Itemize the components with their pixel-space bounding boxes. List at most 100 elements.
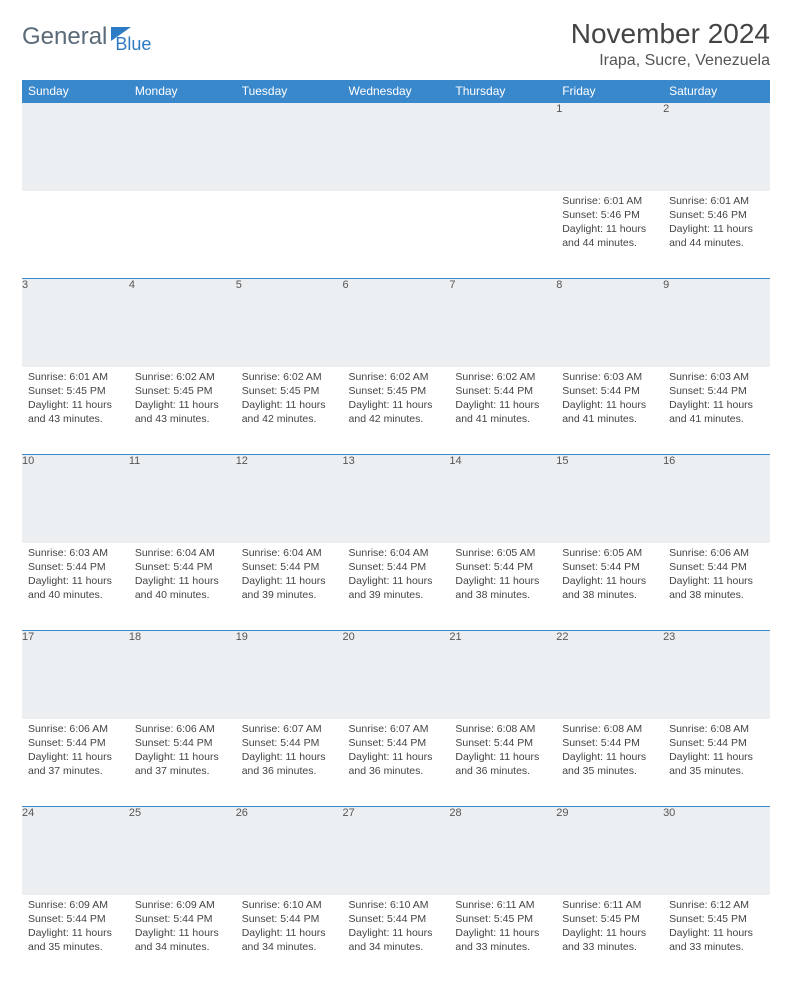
day-details: Sunrise: 6:03 AMSunset: 5:44 PMDaylight:… (556, 367, 663, 433)
sunset-text: Sunset: 5:44 PM (562, 384, 657, 398)
day-details: Sunrise: 6:02 AMSunset: 5:45 PMDaylight:… (236, 367, 343, 433)
sunrise-text: Sunrise: 6:08 AM (562, 722, 657, 736)
daylight-text: Daylight: 11 hours and 34 minutes. (242, 926, 337, 954)
day-number-cell: 9 (663, 279, 770, 367)
day-number-cell: 16 (663, 455, 770, 543)
daylight-text: Daylight: 11 hours and 44 minutes. (669, 222, 764, 250)
day-cell (129, 191, 236, 279)
daylight-text: Daylight: 11 hours and 35 minutes. (28, 926, 123, 954)
sunset-text: Sunset: 5:44 PM (28, 912, 123, 926)
day-details: Sunrise: 6:11 AMSunset: 5:45 PMDaylight:… (449, 895, 556, 961)
day-cell: Sunrise: 6:09 AMSunset: 5:44 PMDaylight:… (22, 895, 129, 983)
day-details: Sunrise: 6:09 AMSunset: 5:44 PMDaylight:… (129, 895, 236, 961)
day-number-cell: 5 (236, 279, 343, 367)
daylight-text: Daylight: 11 hours and 36 minutes. (242, 750, 337, 778)
sunset-text: Sunset: 5:44 PM (242, 912, 337, 926)
day-body-row: Sunrise: 6:01 AMSunset: 5:46 PMDaylight:… (22, 191, 770, 279)
daylight-text: Daylight: 11 hours and 41 minutes. (455, 398, 550, 426)
weekday-header: Saturday (663, 80, 770, 103)
day-details: Sunrise: 6:04 AMSunset: 5:44 PMDaylight:… (236, 543, 343, 609)
day-number-cell: 18 (129, 631, 236, 719)
daylight-text: Daylight: 11 hours and 33 minutes. (455, 926, 550, 954)
sunrise-text: Sunrise: 6:09 AM (135, 898, 230, 912)
daylight-text: Daylight: 11 hours and 37 minutes. (28, 750, 123, 778)
daylight-text: Daylight: 11 hours and 36 minutes. (455, 750, 550, 778)
sunrise-text: Sunrise: 6:11 AM (455, 898, 550, 912)
sunset-text: Sunset: 5:44 PM (135, 736, 230, 750)
daylight-text: Daylight: 11 hours and 38 minutes. (669, 574, 764, 602)
day-details: Sunrise: 6:08 AMSunset: 5:44 PMDaylight:… (449, 719, 556, 785)
sunrise-text: Sunrise: 6:09 AM (28, 898, 123, 912)
sunset-text: Sunset: 5:45 PM (669, 912, 764, 926)
day-number-cell: 3 (22, 279, 129, 367)
title-block: November 2024 Irapa, Sucre, Venezuela (571, 18, 770, 70)
sunset-text: Sunset: 5:44 PM (349, 912, 444, 926)
day-number-cell: 23 (663, 631, 770, 719)
day-cell: Sunrise: 6:04 AMSunset: 5:44 PMDaylight:… (129, 543, 236, 631)
day-cell (449, 191, 556, 279)
day-cell: Sunrise: 6:04 AMSunset: 5:44 PMDaylight:… (236, 543, 343, 631)
day-number-cell: 24 (22, 807, 129, 895)
day-cell: Sunrise: 6:11 AMSunset: 5:45 PMDaylight:… (556, 895, 663, 983)
day-details: Sunrise: 6:04 AMSunset: 5:44 PMDaylight:… (129, 543, 236, 609)
day-body-row: Sunrise: 6:01 AMSunset: 5:45 PMDaylight:… (22, 367, 770, 455)
day-cell: Sunrise: 6:10 AMSunset: 5:44 PMDaylight:… (343, 895, 450, 983)
daylight-text: Daylight: 11 hours and 43 minutes. (135, 398, 230, 426)
sunrise-text: Sunrise: 6:11 AM (562, 898, 657, 912)
sunrise-text: Sunrise: 6:02 AM (455, 370, 550, 384)
sunset-text: Sunset: 5:45 PM (28, 384, 123, 398)
weekday-header-row: Sunday Monday Tuesday Wednesday Thursday… (22, 80, 770, 103)
day-body-row: Sunrise: 6:06 AMSunset: 5:44 PMDaylight:… (22, 719, 770, 807)
sunrise-text: Sunrise: 6:04 AM (242, 546, 337, 560)
day-number-cell: 25 (129, 807, 236, 895)
weekday-header: Monday (129, 80, 236, 103)
page-header: General Blue November 2024 Irapa, Sucre,… (22, 18, 770, 70)
day-details: Sunrise: 6:06 AMSunset: 5:44 PMDaylight:… (129, 719, 236, 785)
sunset-text: Sunset: 5:46 PM (562, 208, 657, 222)
day-cell: Sunrise: 6:05 AMSunset: 5:44 PMDaylight:… (449, 543, 556, 631)
sunrise-text: Sunrise: 6:01 AM (669, 194, 764, 208)
sunset-text: Sunset: 5:45 PM (135, 384, 230, 398)
sunrise-text: Sunrise: 6:03 AM (669, 370, 764, 384)
day-body-row: Sunrise: 6:03 AMSunset: 5:44 PMDaylight:… (22, 543, 770, 631)
sunrise-text: Sunrise: 6:07 AM (349, 722, 444, 736)
day-details: Sunrise: 6:11 AMSunset: 5:45 PMDaylight:… (556, 895, 663, 961)
sunrise-text: Sunrise: 6:10 AM (242, 898, 337, 912)
location-label: Irapa, Sucre, Venezuela (571, 52, 770, 70)
daylight-text: Daylight: 11 hours and 34 minutes. (349, 926, 444, 954)
daylight-text: Daylight: 11 hours and 42 minutes. (242, 398, 337, 426)
day-cell: Sunrise: 6:01 AMSunset: 5:45 PMDaylight:… (22, 367, 129, 455)
day-details: Sunrise: 6:02 AMSunset: 5:45 PMDaylight:… (129, 367, 236, 433)
sunset-text: Sunset: 5:44 PM (669, 560, 764, 574)
day-number-cell: 19 (236, 631, 343, 719)
day-number-row: 17181920212223 (22, 631, 770, 719)
day-cell: Sunrise: 6:02 AMSunset: 5:45 PMDaylight:… (129, 367, 236, 455)
day-cell (343, 191, 450, 279)
day-details: Sunrise: 6:01 AMSunset: 5:45 PMDaylight:… (22, 367, 129, 433)
day-number-cell: 30 (663, 807, 770, 895)
sunrise-text: Sunrise: 6:01 AM (562, 194, 657, 208)
daylight-text: Daylight: 11 hours and 39 minutes. (349, 574, 444, 602)
day-number-cell: 2 (663, 103, 770, 191)
daylight-text: Daylight: 11 hours and 35 minutes. (562, 750, 657, 778)
sunrise-text: Sunrise: 6:05 AM (562, 546, 657, 560)
day-number-row: 3456789 (22, 279, 770, 367)
day-details: Sunrise: 6:07 AMSunset: 5:44 PMDaylight:… (343, 719, 450, 785)
weekday-header: Tuesday (236, 80, 343, 103)
sunset-text: Sunset: 5:44 PM (669, 384, 764, 398)
day-details: Sunrise: 6:01 AMSunset: 5:46 PMDaylight:… (556, 191, 663, 257)
day-details: Sunrise: 6:08 AMSunset: 5:44 PMDaylight:… (556, 719, 663, 785)
day-cell: Sunrise: 6:06 AMSunset: 5:44 PMDaylight:… (129, 719, 236, 807)
brand-logo: General Blue (22, 18, 151, 55)
day-number-cell: 4 (129, 279, 236, 367)
daylight-text: Daylight: 11 hours and 43 minutes. (28, 398, 123, 426)
day-cell: Sunrise: 6:02 AMSunset: 5:45 PMDaylight:… (236, 367, 343, 455)
day-details: Sunrise: 6:06 AMSunset: 5:44 PMDaylight:… (22, 719, 129, 785)
day-cell: Sunrise: 6:03 AMSunset: 5:44 PMDaylight:… (22, 543, 129, 631)
sunrise-text: Sunrise: 6:08 AM (669, 722, 764, 736)
brand-part1: General (22, 23, 107, 51)
sunset-text: Sunset: 5:44 PM (28, 560, 123, 574)
day-cell: Sunrise: 6:09 AMSunset: 5:44 PMDaylight:… (129, 895, 236, 983)
weekday-header: Sunday (22, 80, 129, 103)
sunset-text: Sunset: 5:44 PM (28, 736, 123, 750)
